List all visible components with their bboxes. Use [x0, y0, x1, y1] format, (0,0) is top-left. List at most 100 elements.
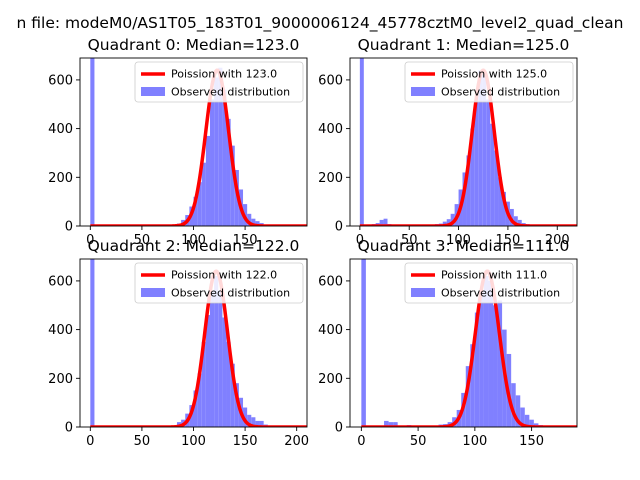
- x-tick-label: 150: [495, 233, 520, 248]
- histogram-bar: [218, 290, 223, 427]
- legend: Poission with 123.0 Observed distribution: [134, 61, 304, 103]
- histogram-bar: [230, 363, 235, 427]
- histogram-bar: [478, 70, 483, 226]
- x-tick-label: 150: [233, 233, 258, 248]
- histogram-bar: [470, 128, 475, 226]
- histogram-bar: [193, 390, 198, 427]
- x-tick-label: 50: [134, 434, 151, 449]
- histogram-bar: [488, 280, 494, 427]
- histogram-bar: [90, 58, 95, 226]
- subplot-quadrant-0: 0 50 100 150 0 200 400 600 Quadrant 0: Median=12…: [48, 36, 308, 248]
- histogram-bar: [234, 383, 239, 427]
- legend-bar-swatch: [141, 87, 165, 96]
- histogram-bar: [442, 221, 447, 226]
- subplot-title: Quadrant 3: Median=111.0: [358, 237, 570, 255]
- poisson-curve-line: [89, 68, 307, 226]
- histogram-bar: [501, 191, 506, 226]
- subplot-title: Quadrant 2: Median=122.0: [88, 237, 300, 255]
- legend: Poission with 122.0 Observed distribution: [134, 262, 304, 304]
- histogram-bar: [361, 259, 366, 427]
- histogram-bar: [474, 99, 479, 226]
- subplot-quadrant-1: 0 50 100 150 200 0 200 400 600 Quadrant 1: Median…: [318, 36, 578, 248]
- x-tick-label: 0: [356, 233, 364, 248]
- histogram-bar: [511, 383, 516, 427]
- histogram-bar: [255, 221, 260, 226]
- histogram-bar: [462, 172, 467, 226]
- histogram-bar: [483, 276, 489, 427]
- histogram-bar: [205, 315, 211, 427]
- y-tick-label: 200: [48, 171, 73, 186]
- y-tick-label: 200: [318, 171, 343, 186]
- legend-label-observed: Observed distribution: [441, 287, 560, 300]
- histogram-bar: [218, 67, 223, 226]
- y-tick-label: 0: [65, 220, 73, 235]
- legend: Poission with 125.0 Observed distribution: [404, 61, 574, 103]
- histogram-bar: [393, 422, 398, 427]
- y-tick-label: 400: [48, 122, 73, 137]
- histogram-bar: [474, 312, 480, 427]
- legend-box: [404, 262, 574, 304]
- histogram-bar: [446, 219, 451, 226]
- histogram-bar: [197, 373, 202, 427]
- y-tick-label: 0: [335, 220, 343, 235]
- legend-box: [134, 262, 304, 304]
- histogram-bar: [384, 420, 389, 427]
- histogram-bar: [222, 89, 227, 226]
- histogram-bars: [90, 259, 281, 427]
- legend-label-observed: Observed distribution: [171, 287, 290, 300]
- x-tick-label: 50: [134, 233, 151, 248]
- histogram-bar: [533, 423, 539, 427]
- legend-bar-swatch: [141, 288, 165, 297]
- histogram-bar: [497, 300, 503, 427]
- histogram-bars: [359, 58, 538, 226]
- histogram-bar: [486, 99, 491, 226]
- histogram-bar: [243, 407, 248, 427]
- x-tick-label: 100: [181, 434, 206, 449]
- histogram-bar: [494, 150, 499, 226]
- legend-label-poisson: Poission with 125.0: [441, 68, 547, 81]
- y-tick-label: 200: [318, 372, 343, 387]
- poisson-curve-line: [89, 269, 307, 427]
- x-tick-label: 0: [86, 434, 94, 449]
- histogram-bar: [493, 305, 498, 427]
- x-tick-label: 100: [446, 233, 471, 248]
- poisson-curve-line: [358, 68, 577, 226]
- histogram-bar: [251, 218, 256, 226]
- histogram-bar: [388, 422, 394, 427]
- y-tick-label: 400: [318, 323, 343, 338]
- histogram-bar: [517, 219, 522, 226]
- y-tick-label: 0: [65, 421, 73, 436]
- histogram-bar: [259, 420, 264, 427]
- y-tick-label: 600: [318, 274, 343, 289]
- histogram-bar: [251, 417, 256, 427]
- y-tick-label: 400: [318, 122, 343, 137]
- histogram-bar: [513, 216, 518, 226]
- x-tick-label: 200: [284, 434, 309, 449]
- x-tick-label: 50: [410, 434, 427, 449]
- x-tick-label: 0: [357, 434, 365, 449]
- histogram-bar: [465, 366, 471, 427]
- x-tick-label: 200: [545, 233, 570, 248]
- histogram-bar: [498, 177, 502, 226]
- figure-suptitle: n file: modeM0/AS1T05_183T01_9000006124_…: [17, 14, 624, 33]
- histogram-bar: [226, 341, 231, 427]
- legend-box: [134, 61, 304, 103]
- histogram-bar: [509, 208, 514, 226]
- legend-bar-swatch: [411, 288, 435, 297]
- legend-label-observed: Observed distribution: [441, 86, 560, 99]
- histogram-bar: [379, 219, 384, 226]
- histogram-bar: [197, 182, 202, 226]
- x-tick-label: 100: [462, 434, 487, 449]
- histogram-bar: [247, 414, 252, 427]
- x-tick-label: 100: [181, 233, 206, 248]
- histogram-bar: [524, 414, 530, 427]
- histogram-bar: [90, 259, 95, 427]
- histogram-bar: [214, 276, 219, 427]
- subplot-title: Quadrant 0: Median=123.0: [88, 36, 300, 54]
- legend: Poission with 111.0 Observed distribution: [404, 262, 574, 304]
- y-tick-label: 400: [48, 323, 73, 338]
- histogram-bar: [359, 58, 364, 226]
- x-tick-label: 150: [233, 434, 258, 449]
- histogram-bar: [515, 395, 521, 427]
